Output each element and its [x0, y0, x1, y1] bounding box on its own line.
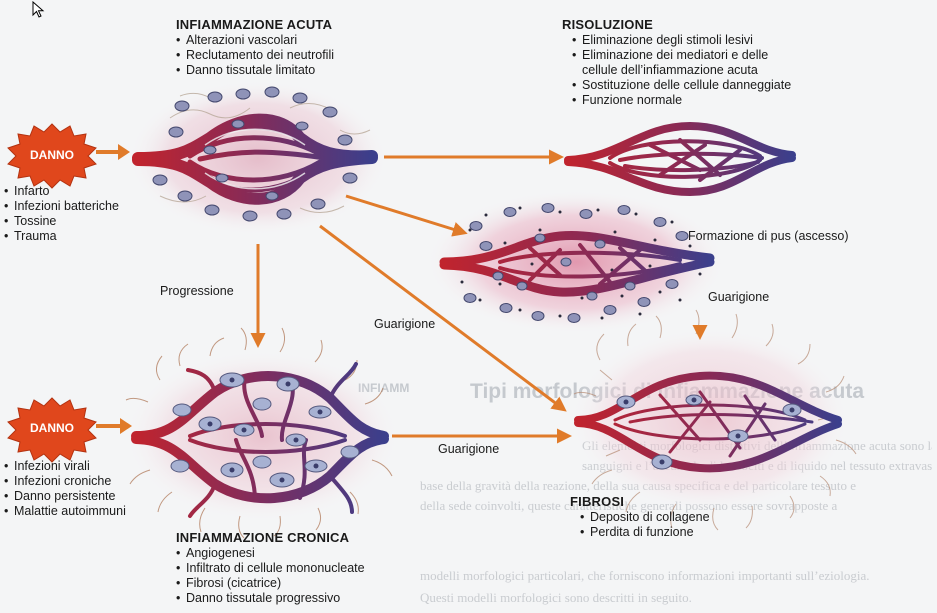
mouse-cursor-icon: [32, 1, 46, 19]
fibrosis-block: FIBROSI Deposito di collagene Perdita di…: [570, 494, 710, 540]
abscess-vessel: [426, 190, 726, 334]
resolution-item: Eliminazione dei mediatori e delle: [572, 48, 791, 63]
acute-item: Danno tissutale limitato: [176, 63, 334, 78]
resolution-block: RISOLUZIONE Eliminazione degli stimoli l…: [562, 17, 791, 108]
resolution-item: Funzione normale: [572, 93, 791, 108]
resolution-item: Sostituzione delle cellule danneggiate: [572, 78, 791, 93]
acute-item: Reclutamento dei neutrofili: [176, 48, 334, 63]
healing-chronic-label: Guarigione: [438, 442, 499, 456]
chronic-inflammation-block: INFIAMMAZIONE CRONICA Angiogenesi Infilt…: [176, 530, 365, 606]
resolution-vessel: [568, 126, 792, 192]
damage-top-causes: Infarto Infezioni batteriche Tossine Tra…: [4, 184, 119, 244]
fibrosis-item: Perdita di funzione: [580, 525, 710, 540]
acute-inflammation-vessel: [128, 80, 388, 236]
arrow-to-abscess: [346, 196, 462, 232]
fibrosis-item: Deposito di collagene: [580, 510, 710, 525]
resolution-item: Eliminazione degli stimoli lesivi: [572, 33, 791, 48]
healing-abscess-label: Guarigione: [708, 290, 769, 304]
damage-bottom-causes: Infezioni virali Infezioni croniche Dann…: [4, 459, 126, 519]
acute-inflammation-title: INFIAMMAZIONE ACUTA: [176, 17, 334, 32]
damage-top-label: DANNO: [30, 148, 74, 162]
pus-formation-label: Formazione di pus (ascesso): [688, 229, 848, 243]
resolution-title: RISOLUZIONE: [562, 17, 791, 32]
chronic-item: Fibrosi (cicatrice): [176, 576, 365, 591]
cause-item: Tossine: [4, 214, 119, 229]
chronic-item: Angiogenesi: [176, 546, 365, 561]
chronic-inflammation-vessel: [124, 328, 400, 538]
chronic-item: Infiltrato di cellule mononucleate: [176, 561, 365, 576]
damage-bottom-label: DANNO: [30, 421, 74, 435]
cause-item: Infezioni batteriche: [4, 199, 119, 214]
cause-item: Trauma: [4, 229, 119, 244]
chronic-inflammation-title: INFIAMMAZIONE CRONICA: [176, 530, 365, 545]
cause-item: Infezioni croniche: [4, 474, 126, 489]
resolution-item-continued: cellule dell’infiammazione acuta: [572, 63, 791, 78]
acute-item: Alterazioni vascolari: [176, 33, 334, 48]
progression-label: Progressione: [160, 284, 234, 298]
healing-diagonal-label: Guarigione: [374, 317, 435, 331]
cause-item: Danno persistente: [4, 489, 126, 504]
chronic-item: Danno tissutale progressivo: [176, 591, 365, 606]
cause-item: Infarto: [4, 184, 119, 199]
cause-item: Infezioni virali: [4, 459, 126, 474]
fibrosis-title: FIBROSI: [570, 494, 710, 509]
acute-inflammation-block: INFIAMMAZIONE ACUTA Alterazioni vascolar…: [176, 17, 334, 78]
cause-item: Malattie autoimmuni: [4, 504, 126, 519]
